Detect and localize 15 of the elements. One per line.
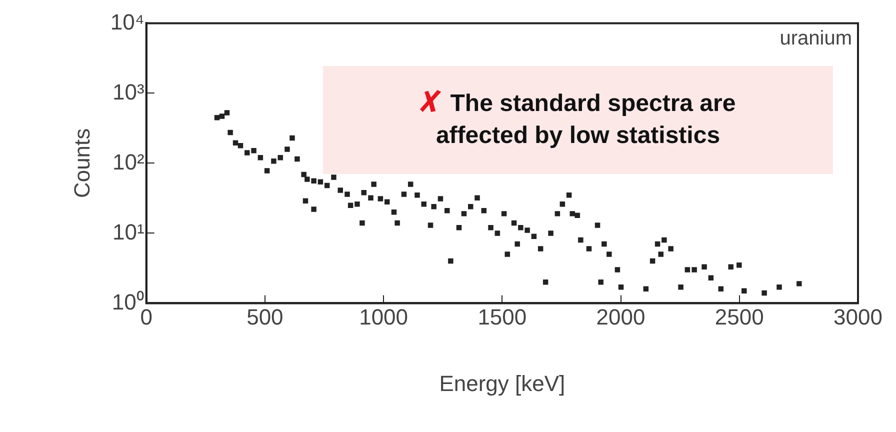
x-tick-label: 500 [246, 304, 284, 330]
x-axis-title: Energy [keV] [439, 370, 566, 396]
y-tick-label: 10¹ [112, 219, 144, 244]
annotation: uranium [780, 28, 852, 50]
y-axis-title: Counts [69, 128, 94, 198]
x-tick-label: 3000 [834, 304, 882, 330]
x-tick-label: 2000 [596, 304, 646, 330]
x-tick-label: 0 [140, 304, 152, 330]
y-tick-label: 10³ [112, 79, 144, 104]
y-tick-label: 10⁴ [110, 9, 144, 34]
x-tick-label: 2500 [714, 304, 764, 330]
x-tick-label: 1000 [359, 304, 408, 330]
y-tick-label: 10² [112, 149, 144, 174]
x-tick-label: 1500 [478, 304, 527, 330]
annotation: The standard spectra are affected by low statistics [436, 90, 736, 149]
